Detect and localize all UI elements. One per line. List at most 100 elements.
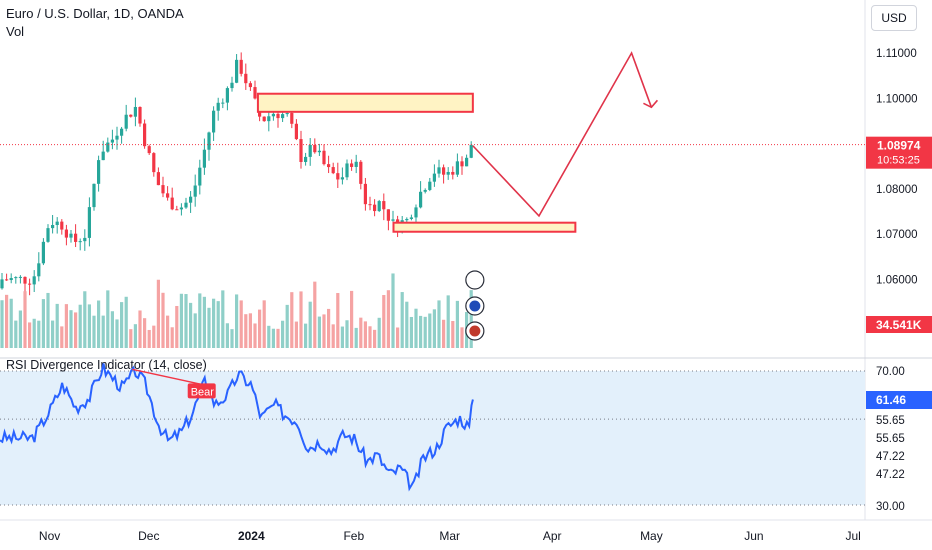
us-flag-icon-core [469,325,481,337]
volume-bar [147,329,151,348]
last-price-badge-bg [866,136,932,169]
volume-bar [396,327,400,348]
candle-body [363,183,367,205]
candle-body [202,149,206,168]
candle-body [23,276,27,284]
volume-bar [101,315,105,348]
candle-body [189,196,193,203]
volume-bar [175,305,179,348]
candle-body [166,193,170,198]
candle-body [271,113,275,117]
projection-arrowhead [643,99,659,109]
bear-signal-label: Bear [187,383,216,399]
volume-bar [317,316,321,348]
candle-body [60,221,64,230]
candle-body [175,209,179,211]
price-tick-label: 1.07000 [876,229,918,241]
rsi-line[interactable] [0,363,474,492]
volume-bar [212,298,216,348]
volume-bar [138,310,142,348]
candle-body [106,142,110,152]
demand-zone[interactable] [392,221,577,233]
candle-body [51,224,55,229]
volume-bar [133,324,137,348]
volume-badge: 34.541K [866,316,932,333]
volume-bar [97,300,101,348]
volume-bar [386,290,390,348]
volume-bar [336,293,340,348]
candle-body [129,114,133,117]
candle-body [184,202,188,208]
volume-bar [262,300,266,348]
candle-body [9,278,13,281]
candle-body [262,116,266,122]
candle-body [87,207,91,238]
currency-button[interactable]: USD [871,5,917,31]
candle-body [336,173,340,180]
volume-bar [281,320,285,348]
volume-bar [170,327,174,348]
eu-flag-icon[interactable] [465,296,485,316]
candle-body [0,279,4,289]
candle-body [5,279,9,281]
candle-body [313,145,317,153]
volume-bar [322,314,326,348]
volume-label: Vol [6,24,25,39]
supply-zone[interactable] [256,92,474,113]
candle-body [294,123,298,140]
volume-bar [115,319,119,348]
candle-body [382,201,386,210]
time-tick-label: Jun [744,529,763,543]
candle-body [230,82,234,89]
volume-bar [253,323,257,348]
candle-body [409,217,413,219]
candle-body [41,241,45,264]
volume-bar [290,292,294,348]
time-tick-label: Apr [543,529,562,543]
volume-bar [87,304,91,348]
last-price-badge: 1.08974 10:53:25 [866,136,932,169]
projection-path[interactable] [472,51,653,218]
rsi-value-badge: 61.46 [866,391,932,409]
time-tick-label: May [640,529,663,543]
volume-bar [244,314,248,348]
candle-body [97,160,101,184]
candle-body [78,241,82,243]
volume-bar [23,291,27,348]
volume-bar [14,320,18,348]
flash-icon[interactable] [465,270,485,290]
volume-bar [239,300,243,348]
us-flag-icon[interactable] [465,321,485,341]
candle-body [101,151,105,161]
candle-body [235,59,239,83]
candle-body [161,185,165,194]
candle-body [460,161,464,167]
volume-bar [37,320,41,348]
candle-body [327,164,331,168]
candle-body [37,263,41,277]
candle-body [304,156,308,162]
volume-bar [129,329,133,348]
volume-bar [455,300,459,348]
volume-bar [276,328,280,348]
candle-body [69,233,73,238]
chart-title: Euro / U.S. Dollar, 1D, OANDA [6,6,184,21]
volume-bar [419,315,423,348]
rsi-value: 61.46 [876,393,906,407]
candle-body [465,157,469,167]
candle-body [46,228,50,242]
volume-bar [55,303,59,348]
candle-body [419,191,423,208]
volume-bar [110,311,114,348]
volume-bar [184,294,188,348]
volume-bar [235,294,239,348]
candle-body [147,146,151,154]
candle-body [469,144,473,158]
candle-body [248,83,252,88]
volume-bar [106,290,110,348]
volume-bar [285,304,289,348]
volume-bar [156,279,160,348]
volume-bar [345,320,349,348]
volume-bar [0,300,4,348]
